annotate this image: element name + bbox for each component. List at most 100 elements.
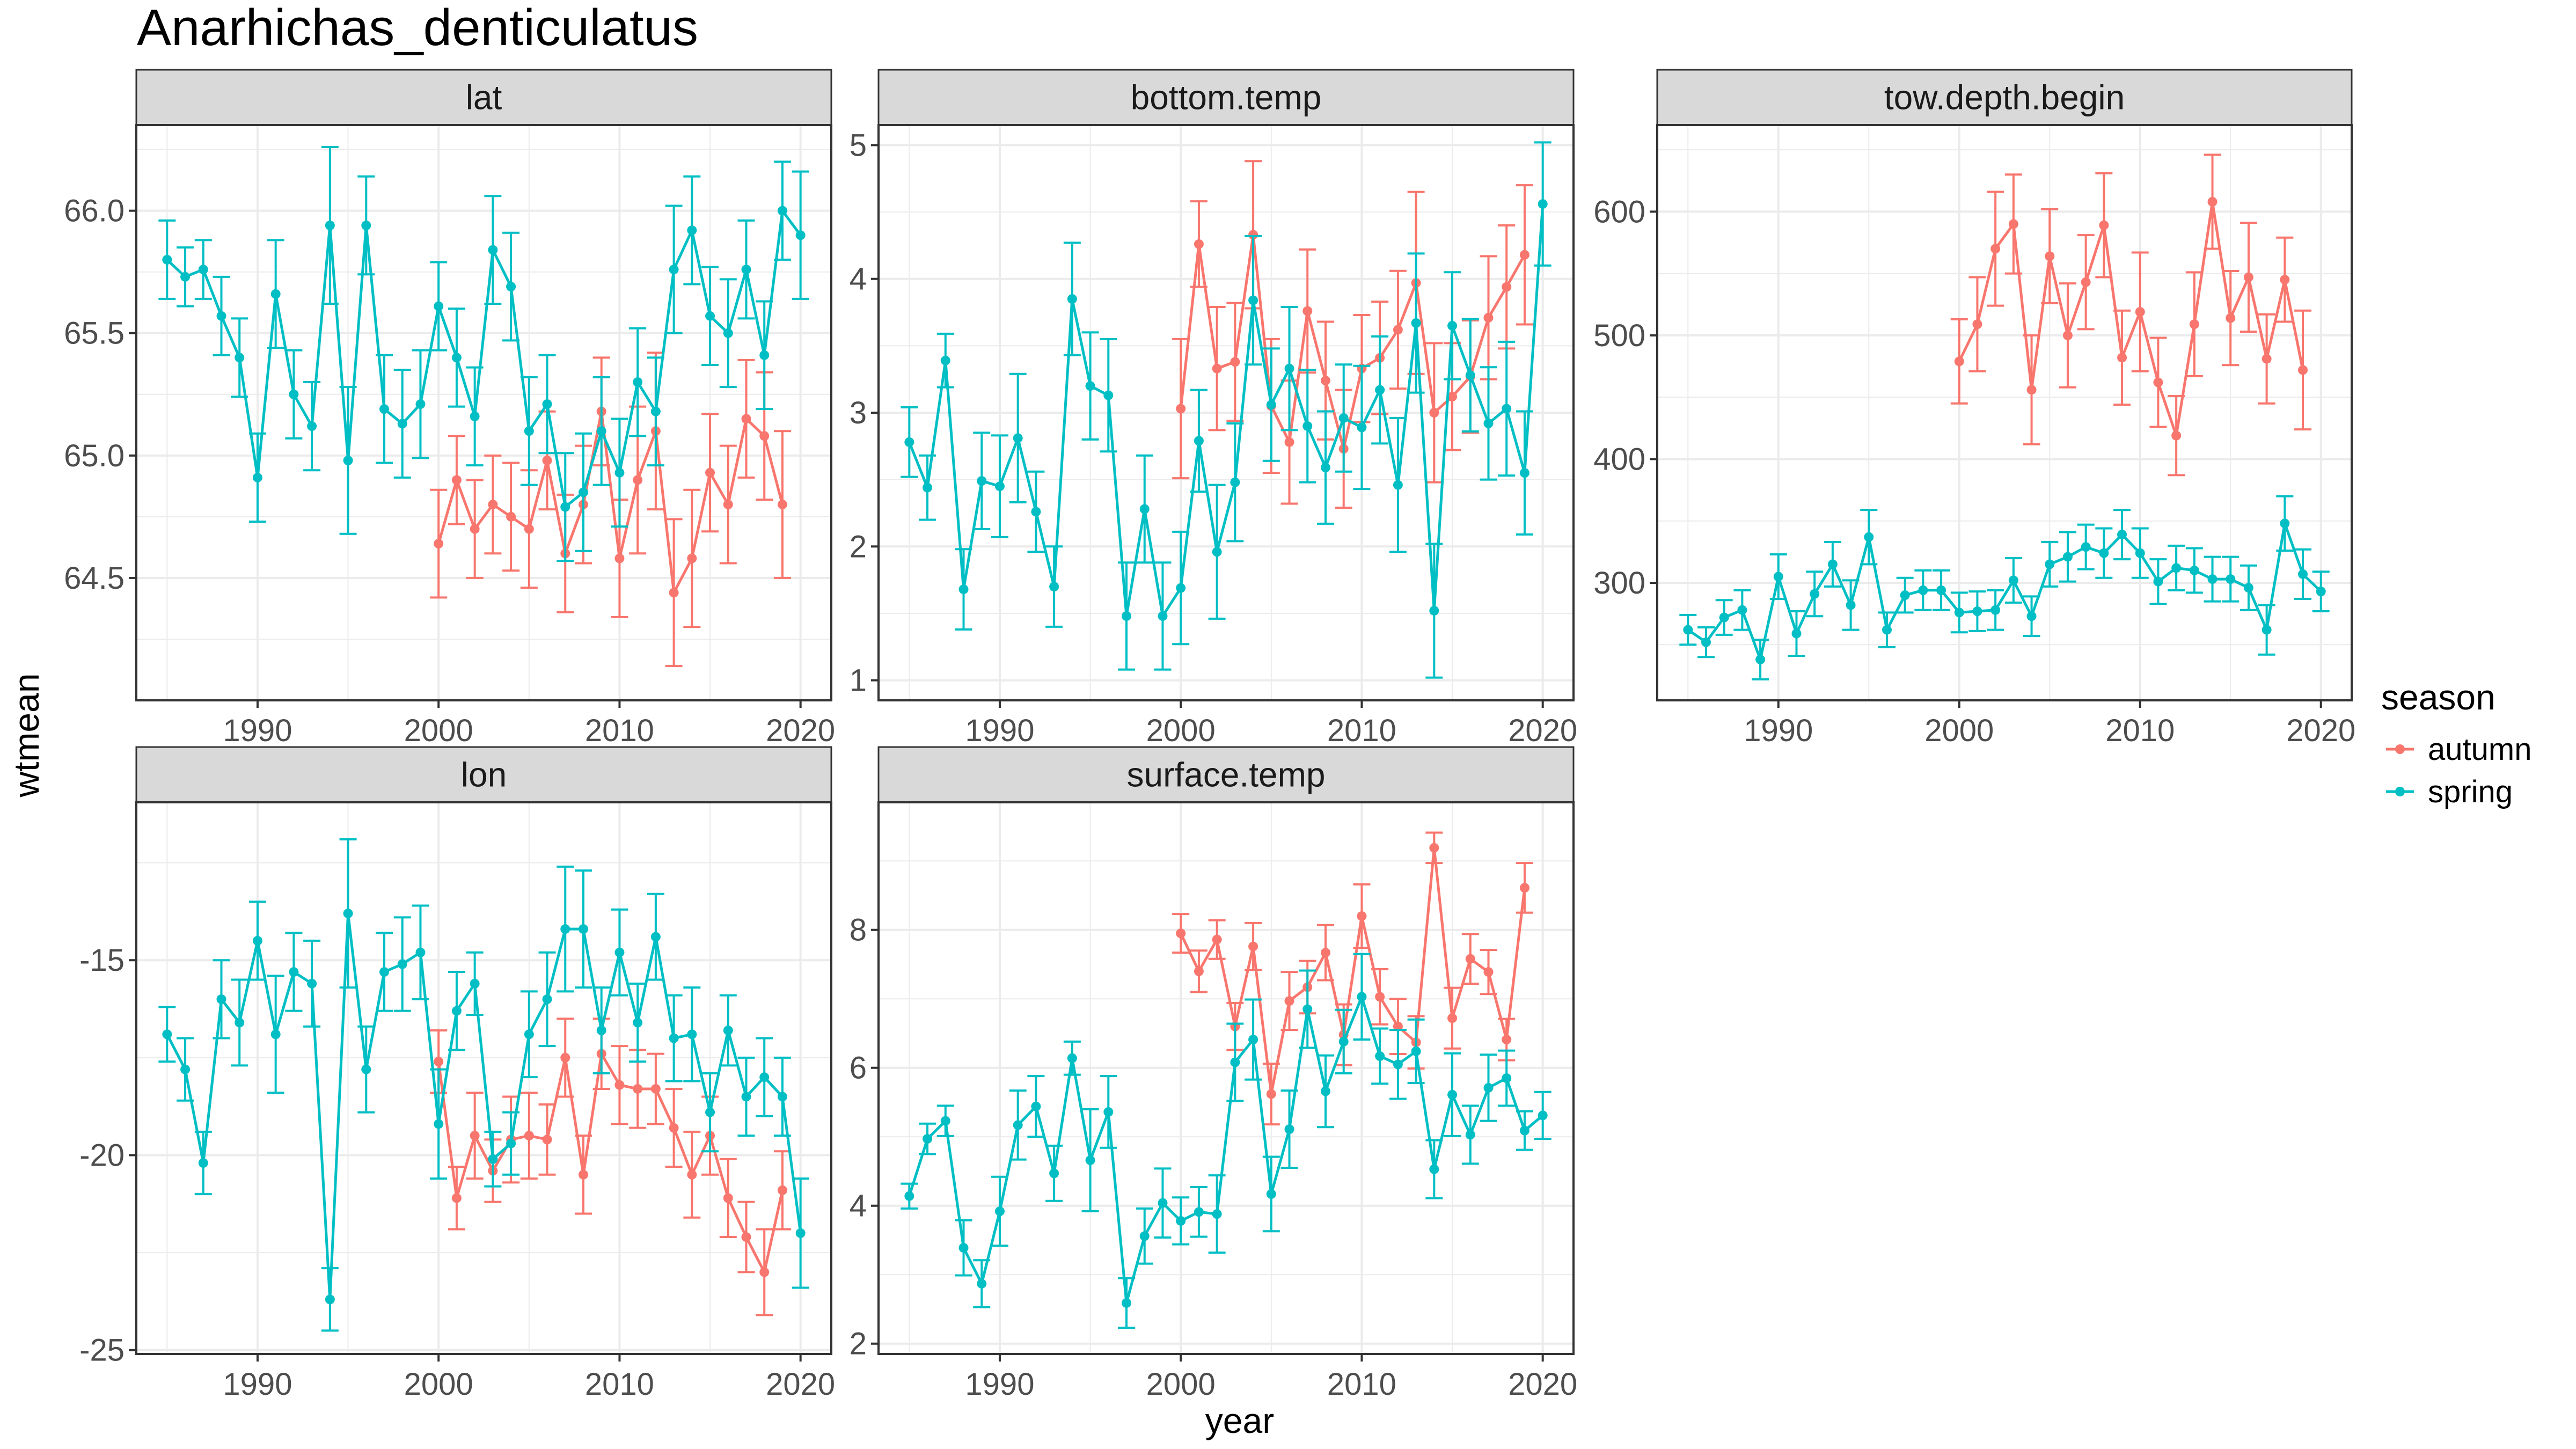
data-point-autumn xyxy=(1483,967,1494,977)
data-point-autumn xyxy=(741,414,751,424)
data-point-spring xyxy=(1972,606,1982,617)
data-point-autumn xyxy=(2117,353,2127,363)
y-tick-label: 3 xyxy=(850,396,867,430)
data-point-autumn xyxy=(1176,404,1186,414)
data-point-spring xyxy=(1139,1231,1150,1241)
data-point-spring xyxy=(1755,654,1766,664)
data-point-spring xyxy=(1918,585,1928,595)
data-point-spring xyxy=(1773,572,1783,582)
data-point-autumn xyxy=(1954,356,1964,367)
data-point-spring xyxy=(1990,605,2001,615)
data-point-autumn xyxy=(2099,220,2109,230)
data-point-spring xyxy=(1483,418,1494,428)
data-point-autumn xyxy=(669,588,679,598)
y-tick-label: 64.5 xyxy=(64,561,125,596)
data-point-spring xyxy=(506,282,516,292)
legend-title: season xyxy=(2381,677,2496,717)
data-point-spring xyxy=(1085,381,1095,391)
data-point-spring xyxy=(379,967,390,977)
panel-border-lon xyxy=(135,801,832,1355)
data-point-spring xyxy=(1502,404,1512,414)
data-point-autumn xyxy=(650,1084,661,1094)
data-point-spring xyxy=(1429,605,1439,616)
data-point-spring xyxy=(1393,480,1403,490)
data-point-autumn xyxy=(1320,948,1330,958)
data-point-autumn xyxy=(1194,966,1204,976)
data-point-autumn xyxy=(759,431,770,441)
data-point-autumn xyxy=(470,524,480,534)
data-point-spring xyxy=(1158,1198,1168,1208)
series-line-spring xyxy=(908,203,1545,620)
data-point-autumn xyxy=(2062,330,2073,340)
data-point-spring xyxy=(1737,605,1747,615)
x-tick-label: 1990 xyxy=(965,1367,1034,1402)
y-tick-label: 400 xyxy=(1593,442,1645,477)
data-point-spring xyxy=(1338,1036,1349,1046)
data-point-autumn xyxy=(1194,239,1204,249)
panel-bottom-temp: bottom.temp 1990 2000 2010 2020 1 2 3 4 5 xyxy=(850,69,1577,748)
data-point-spring xyxy=(633,377,643,387)
strip-label-tow-depth-begin: tow.depth.begin xyxy=(1884,78,2125,117)
strip-bottom-temp xyxy=(877,69,1575,126)
data-point-autumn xyxy=(705,467,715,478)
data-point-spring xyxy=(741,265,751,275)
data-point-autumn xyxy=(633,1084,643,1094)
data-point-spring xyxy=(198,265,208,275)
data-point-spring xyxy=(1429,1164,1439,1174)
data-point-autumn xyxy=(1248,941,1258,952)
data-point-autumn xyxy=(2207,196,2218,207)
data-point-spring xyxy=(578,924,588,934)
x-tick-label: 2020 xyxy=(1508,1367,1577,1402)
data-point-autumn xyxy=(1465,954,1475,964)
data-point-spring xyxy=(1900,590,1910,601)
x-tick-label: 2010 xyxy=(1327,713,1396,748)
data-point-spring xyxy=(1483,1082,1494,1093)
data-point-spring xyxy=(361,1064,371,1074)
data-point-spring xyxy=(2081,542,2091,552)
data-point-spring xyxy=(1375,1051,1385,1061)
data-point-spring xyxy=(1701,637,1711,647)
data-point-spring xyxy=(923,482,933,493)
data-point-autumn xyxy=(560,1052,570,1063)
data-point-spring xyxy=(1719,612,1729,623)
data-point-spring xyxy=(777,206,787,216)
series-spring-surface-temp xyxy=(901,953,1552,1329)
legend-item-autumn: autumn xyxy=(2386,732,2531,767)
strip-lon xyxy=(135,746,832,803)
data-point-autumn xyxy=(2226,313,2236,323)
x-tick-label: 2000 xyxy=(1146,1367,1216,1402)
x-tick-label: 2010 xyxy=(585,713,654,748)
x-tick-label: 1990 xyxy=(1744,713,1813,748)
data-point-spring xyxy=(488,245,498,255)
x-tick-label: 2020 xyxy=(2286,713,2355,748)
x-tick-label: 2020 xyxy=(1508,713,1577,748)
x-tick-label: 2020 xyxy=(766,713,835,748)
data-point-autumn xyxy=(1990,244,2001,254)
x-tick-label: 2010 xyxy=(585,1367,654,1402)
axis-ticks-lon: 1990 2000 2010 2020 -25 -20 -15 xyxy=(79,943,835,1402)
strip-label-bottom-temp: bottom.temp xyxy=(1131,78,1322,117)
data-point-spring xyxy=(451,1006,462,1016)
data-point-spring xyxy=(289,967,299,977)
data-point-spring xyxy=(994,1206,1005,1217)
strip-label-lat: lat xyxy=(466,78,502,117)
y-tick-label: -15 xyxy=(79,943,125,978)
data-point-spring xyxy=(1411,1046,1421,1056)
data-point-spring xyxy=(1103,390,1114,400)
data-point-spring xyxy=(216,994,226,1004)
data-point-autumn xyxy=(488,500,498,510)
strip-lat xyxy=(135,69,832,126)
series-line-autumn xyxy=(1958,201,2304,436)
y-tick-label: 300 xyxy=(1593,566,1645,601)
data-point-spring xyxy=(270,289,281,299)
data-point-spring xyxy=(397,959,407,969)
x-tick-label: 1990 xyxy=(223,1367,292,1402)
x-tick-label: 2020 xyxy=(766,1367,835,1402)
data-point-spring xyxy=(1122,611,1132,621)
data-point-spring xyxy=(741,1092,751,1102)
data-point-spring xyxy=(1882,625,1892,635)
data-point-spring xyxy=(1194,436,1204,446)
data-point-spring xyxy=(2008,575,2018,586)
data-point-autumn xyxy=(1357,911,1367,921)
